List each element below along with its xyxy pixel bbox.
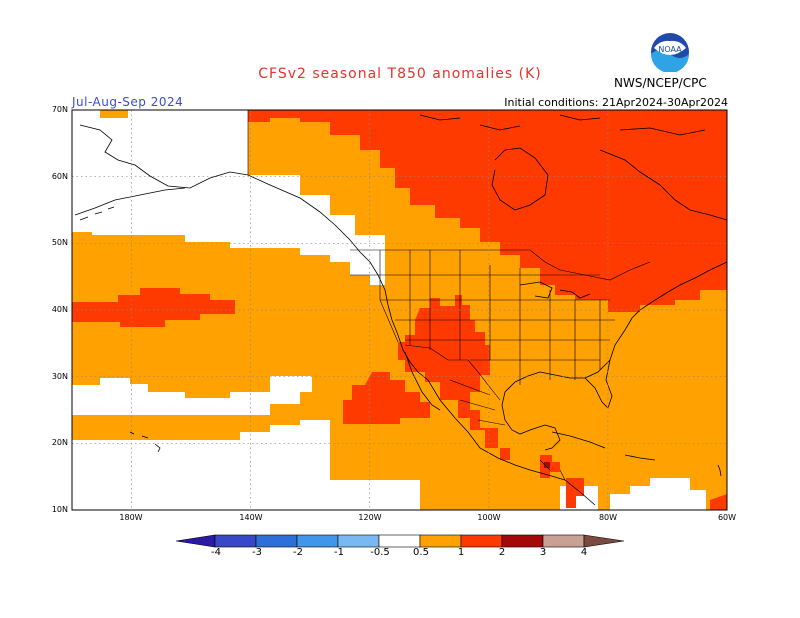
colorbar-arrow-low (175, 534, 216, 548)
colorbar-box (214, 534, 257, 548)
logo-text: NOAA (658, 45, 682, 54)
lat-label: 30N (51, 372, 68, 381)
lat-label: 70N (51, 105, 68, 114)
colorbar-box (501, 534, 544, 548)
colorbar-label: -2 (293, 547, 303, 558)
lat-label: 20N (51, 438, 68, 447)
colorbar-box (542, 534, 585, 548)
colorbar-box (255, 534, 298, 548)
near-zero-areas (72, 110, 706, 510)
agency-label: NWS/NCEP/CPC (614, 76, 707, 90)
lat-label: 50N (51, 238, 68, 247)
noaa-logo: NOAA (650, 32, 690, 73)
lat-label: 40N (51, 305, 68, 314)
colorbar-box (296, 534, 339, 548)
colorbar-label: -3 (252, 547, 262, 558)
anomaly-field-darkred (544, 462, 550, 468)
colorbar-label: -4 (211, 547, 221, 558)
political-borders (247, 110, 651, 481)
colorbar-label: 4 (580, 547, 588, 558)
colorbar-box (378, 534, 421, 548)
lat-label: 10N (51, 505, 68, 514)
colorbar-label: 3 (539, 547, 547, 558)
coastlines (74, 114, 727, 506)
colorbar-box (460, 534, 503, 548)
lon-label: 60W (717, 513, 737, 522)
lon-label: 140W (239, 513, 263, 522)
lon-label: 100W (477, 513, 501, 522)
map-frame (71, 109, 728, 511)
lon-label: 120W (358, 513, 382, 522)
initial-conditions: Initial conditions: 21Apr2024-30Apr2024 (504, 96, 728, 109)
colorbar-arrow-high (583, 534, 625, 548)
map-title: CFSv2 seasonal T850 anomalies (K) (258, 66, 542, 82)
colorbar-label: 2 (498, 547, 506, 558)
lon-label: 80W (598, 513, 618, 522)
colorbar-label: 0.5 (413, 547, 429, 558)
lat-label: 60N (51, 172, 68, 181)
forecast-period: Jul-Aug-Sep 2024 (72, 95, 184, 109)
lon-label: 180W (119, 513, 143, 522)
anomaly-field-red (72, 110, 727, 510)
graticule (72, 110, 727, 510)
colorbar-label: -1 (334, 547, 344, 558)
colorbar-box (419, 534, 462, 548)
colorbar-label: 1 (457, 547, 465, 558)
colorbar-box (337, 534, 380, 548)
colorbar-label: -0.5 (370, 547, 390, 558)
